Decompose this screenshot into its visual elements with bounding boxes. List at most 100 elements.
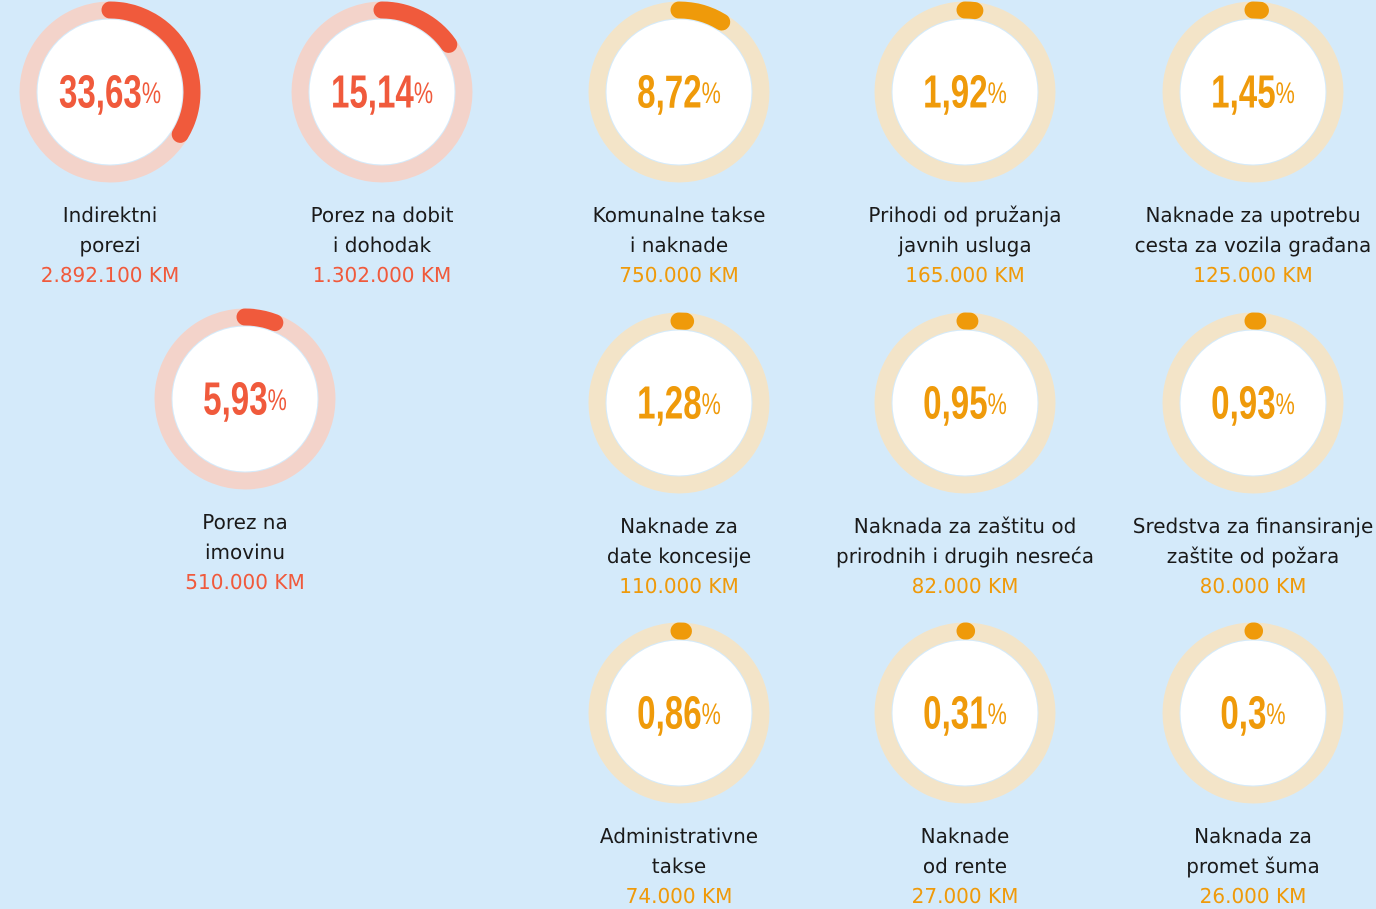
- value-unit: %: [702, 696, 721, 730]
- amount-label: 510.000 KM: [185, 570, 304, 594]
- amount-label: 2.892.100 KM: [41, 263, 180, 287]
- gauge-arc: [670, 1, 731, 31]
- value-group: 0,95%: [923, 378, 1007, 428]
- category-label: Indirektni: [63, 203, 158, 227]
- value-unit: %: [414, 75, 433, 109]
- category-label: Naknade za: [620, 514, 738, 538]
- gauge: 1,28% Naknade za date koncesije 110.000 KM: [588, 312, 770, 598]
- gauge: 0,95% Naknada za zaštitu od prirodnih i dr…: [836, 312, 1094, 598]
- gauge-center: [1180, 640, 1326, 786]
- gauge-arc: [373, 1, 458, 53]
- value-unit: %: [1276, 75, 1295, 109]
- gauge-center: [309, 19, 455, 165]
- value-group: 0,3%: [1220, 688, 1285, 738]
- value-number: 1,45: [1211, 67, 1275, 117]
- value-label: 1,28%: [637, 378, 721, 428]
- value-number: 8,72: [637, 67, 701, 117]
- category-label: promet šuma: [1186, 854, 1320, 878]
- value-group: 0,31%: [923, 688, 1007, 738]
- gauge: 0,93% Sredstva za finansiranje zaštite od …: [1133, 312, 1374, 598]
- value-unit: %: [988, 696, 1007, 730]
- category-label: i dohodak: [333, 233, 432, 257]
- value-group: 1,28%: [637, 378, 721, 428]
- gauge-center: [606, 640, 752, 786]
- gauge: 5,93% Porez na imovinu 510.000 KM: [154, 308, 336, 594]
- category-label: Naknade: [921, 824, 1010, 848]
- category-label: Porez na dobit: [311, 203, 454, 227]
- value-unit: %: [988, 75, 1007, 109]
- value-number: 15,14: [331, 67, 414, 117]
- value-group: 15,14%: [331, 67, 433, 117]
- amount-label: 80.000 KM: [1200, 574, 1307, 598]
- value-group: 1,92%: [923, 67, 1007, 117]
- gauge-arc: [956, 1, 984, 20]
- value-label: 0,86%: [637, 688, 721, 738]
- gauge-center: [892, 640, 1038, 786]
- value-unit: %: [1266, 696, 1285, 730]
- gauge: 0,86% Administrativne takse 74.000 KM: [588, 622, 770, 908]
- amount-label: 110.000 KM: [619, 574, 738, 598]
- gauge: 15,14% Porez na dobit i dohodak 1.302.000 K…: [291, 1, 473, 287]
- value-label: 1,92%: [923, 67, 1007, 117]
- gauge: 1,45% Naknade za upotrebu cesta za vozila …: [1135, 1, 1371, 287]
- gauge-center: [172, 326, 318, 472]
- gauge-center: [606, 330, 752, 476]
- category-label: Porez na: [202, 510, 287, 534]
- value-unit: %: [1276, 386, 1295, 420]
- value-label: 1,45%: [1211, 67, 1295, 117]
- category-label: Naknada za zaštitu od: [854, 514, 1077, 538]
- gauge: 0,3% Naknada za promet šuma 26.000 KM: [1162, 622, 1344, 908]
- value-label: 0,31%: [923, 688, 1007, 738]
- value-number: 0,86: [637, 688, 701, 738]
- value-group: 5,93%: [203, 374, 287, 424]
- category-label: zaštite od požara: [1167, 544, 1340, 568]
- category-label: Administrativne: [600, 824, 758, 848]
- category-label: i naknade: [630, 233, 728, 257]
- gauge: 8,72% Komunalne takse i naknade 750.000 KM: [588, 1, 770, 287]
- amount-label: 82.000 KM: [912, 574, 1019, 598]
- category-label: date koncesije: [607, 544, 751, 568]
- value-label: 0,93%: [1211, 378, 1295, 428]
- value-label: 8,72%: [637, 67, 721, 117]
- value-label: 0,95%: [923, 378, 1007, 428]
- value-number: 0,31: [923, 688, 987, 738]
- category-label: Komunalne takse: [593, 203, 766, 227]
- value-number: 0,93: [1211, 378, 1275, 428]
- gauge-arc: [101, 1, 201, 143]
- gauge: 0,31% Naknade od rente 27.000 KM: [874, 622, 1056, 908]
- gauge: 1,92% Prihodi od pružanja javnih usluga 165…: [868, 1, 1062, 287]
- value-number: 1,92: [923, 67, 987, 117]
- amount-label: 750.000 KM: [619, 263, 738, 287]
- value-label: 5,93%: [203, 374, 287, 424]
- value-number: 5,93: [203, 374, 267, 424]
- category-label: imovinu: [205, 540, 285, 564]
- category-label: Sredstva za finansiranje: [1133, 514, 1374, 538]
- category-label: porezi: [79, 233, 140, 257]
- value-number: 0,3: [1220, 688, 1266, 738]
- gauge: 33,63% Indirektni porezi 2.892.100 KM: [19, 1, 201, 287]
- gauge-center: [1180, 330, 1326, 476]
- value-label: 15,14%: [331, 67, 433, 117]
- value-number: 0,95: [923, 378, 987, 428]
- category-label: prirodnih i drugih nesreća: [836, 544, 1094, 568]
- value-unit: %: [702, 386, 721, 420]
- category-label: Naknade za upotrebu: [1145, 203, 1360, 227]
- value-group: 0,86%: [637, 688, 721, 738]
- amount-label: 74.000 KM: [626, 884, 733, 908]
- category-label: takse: [652, 854, 706, 878]
- value-unit: %: [702, 75, 721, 109]
- category-label: od rente: [923, 854, 1007, 878]
- category-label: Naknada za: [1194, 824, 1312, 848]
- value-unit: %: [268, 382, 287, 416]
- value-group: 33,63%: [59, 67, 161, 117]
- value-group: 1,45%: [1211, 67, 1295, 117]
- value-number: 33,63: [59, 67, 142, 117]
- gauge-center: [892, 19, 1038, 165]
- amount-label: 1.302.000 KM: [313, 263, 452, 287]
- value-unit: %: [142, 75, 161, 109]
- amount-label: 165.000 KM: [905, 263, 1024, 287]
- category-label: javnih usluga: [897, 233, 1031, 257]
- gauge-center: [37, 19, 183, 165]
- value-label: 33,63%: [59, 67, 161, 117]
